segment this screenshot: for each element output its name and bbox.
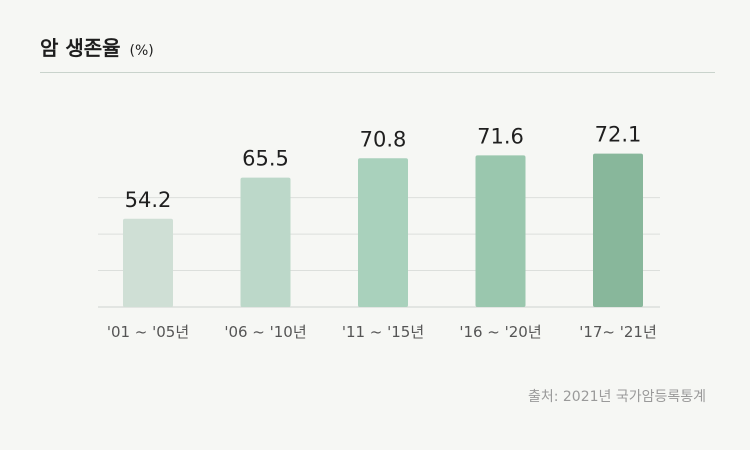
category-label: '11 ~ '15년	[342, 323, 424, 341]
bars	[123, 153, 643, 307]
chart-title-text: 암 생존율	[40, 36, 121, 60]
value-label: 65.5	[242, 147, 289, 171]
title-divider	[40, 72, 715, 73]
category-labels: '01 ~ '05년 '06 ~ '10년 '11 ~ '15년 '16 ~ '20년…	[107, 323, 657, 341]
source-note: 출처: 2021년 국가암등록통계	[527, 389, 706, 405]
bar	[123, 218, 173, 307]
category-label: '17~ '21년	[579, 323, 657, 341]
value-label: 70.8	[360, 127, 407, 151]
chart-title-unit: (%)	[129, 43, 154, 59]
bar	[240, 177, 291, 307]
category-label: '01 ~ '05년	[107, 323, 189, 341]
category-label: '06 ~ '10년	[224, 323, 306, 341]
value-labels: 54.2 65.5 70.8 71.6 72.1	[125, 123, 642, 212]
category-label: '16 ~ '20년	[459, 323, 541, 341]
value-label: 72.1	[595, 123, 642, 147]
bar	[593, 153, 643, 307]
chart-title: 암 생존율 (%)	[40, 32, 154, 61]
value-label: 71.6	[477, 124, 524, 148]
bar	[475, 155, 526, 307]
bar	[358, 158, 408, 307]
value-label: 54.2	[125, 188, 172, 212]
